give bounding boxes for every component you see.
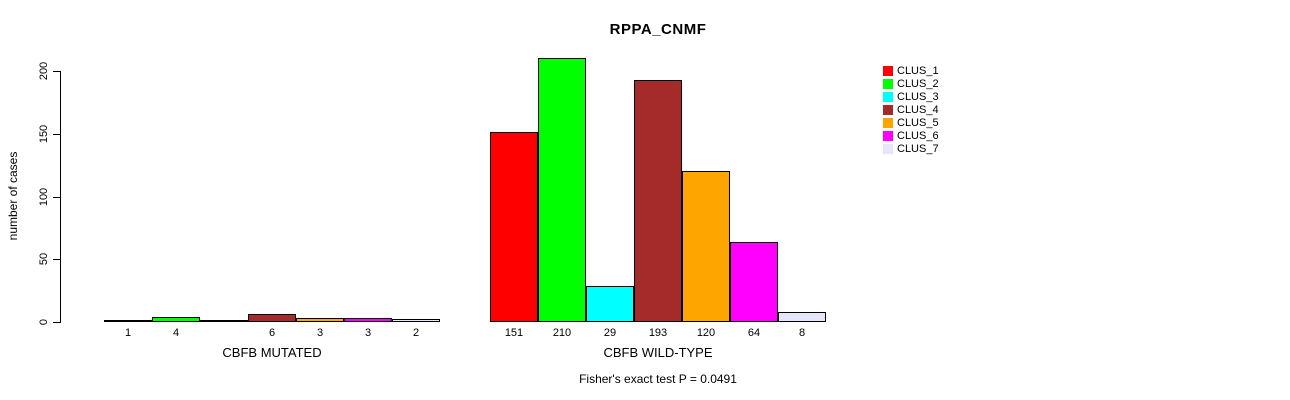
- fisher-test-annotation: Fisher's exact test P = 0.0491: [579, 372, 737, 386]
- y-tick-mark: [53, 259, 60, 260]
- y-tick-mark: [53, 134, 60, 135]
- bar-clus_5: [682, 171, 730, 322]
- legend-label-clus_3: CLUS_3: [897, 91, 939, 103]
- bar-clus_6: [730, 242, 778, 322]
- y-tick-label: 50: [38, 252, 50, 266]
- bar-value-label: 3: [364, 327, 372, 339]
- bar-clus_2: [538, 58, 586, 322]
- y-tick-label: 200: [38, 61, 50, 81]
- legend-swatch-clus_6: [883, 131, 893, 141]
- bar-value-label: 193: [648, 327, 668, 339]
- bar-clus_7: [778, 312, 826, 322]
- y-tick-label: 100: [38, 187, 50, 207]
- bar-value-label: 210: [552, 327, 572, 339]
- bar-clus_3: [586, 286, 634, 322]
- y-axis: [60, 71, 61, 323]
- legend-label-clus_2: CLUS_2: [897, 78, 939, 90]
- legend-swatch-clus_5: [883, 118, 893, 128]
- chart-title: RPPA_CNMF: [609, 21, 707, 38]
- y-tick-label: 150: [38, 124, 50, 144]
- legend-swatch-clus_7: [883, 144, 893, 154]
- bar-value-label: 2: [412, 327, 420, 339]
- bar-value-label: 8: [798, 327, 806, 339]
- bar-clus_1: [104, 320, 152, 322]
- bar-clus_5: [296, 318, 344, 322]
- bar-clus_7: [392, 319, 440, 322]
- bar-value-label: 29: [603, 327, 617, 339]
- legend-label-clus_7: CLUS_7: [897, 143, 939, 155]
- y-tick-mark: [53, 71, 60, 72]
- bar-clus_6: [344, 318, 392, 322]
- bar-clus_1: [490, 132, 538, 322]
- x-axis-group-label-wildtype: CBFB WILD-TYPE: [603, 345, 713, 360]
- legend-label-clus_4: CLUS_4: [897, 104, 939, 116]
- y-tick-label: 0: [38, 318, 50, 326]
- bar-clus_3: [200, 320, 248, 322]
- legend-label-clus_1: CLUS_1: [897, 65, 939, 77]
- y-axis-label: number of cases: [6, 151, 20, 241]
- bar-value-label: 120: [696, 327, 716, 339]
- bar-value-label: 151: [504, 327, 524, 339]
- y-tick-mark: [53, 322, 60, 323]
- legend-label-clus_5: CLUS_5: [897, 117, 939, 129]
- bar-value-label: 6: [268, 327, 276, 339]
- bar-value-label: 64: [747, 327, 761, 339]
- legend-swatch-clus_1: [883, 66, 893, 76]
- legend-swatch-clus_3: [883, 92, 893, 102]
- bar-value-label: 4: [172, 327, 180, 339]
- legend-label-clus_6: CLUS_6: [897, 130, 939, 142]
- y-tick-mark: [53, 197, 60, 198]
- x-axis-group-label-mutated: CBFB MUTATED: [222, 345, 322, 360]
- bar-clus_2: [152, 317, 200, 322]
- legend-swatch-clus_2: [883, 79, 893, 89]
- bar-value-label: 1: [124, 327, 132, 339]
- bar-value-label: 3: [316, 327, 324, 339]
- bar-clus_4: [634, 80, 682, 322]
- legend-swatch-clus_4: [883, 105, 893, 115]
- bar-clus_4: [248, 314, 296, 322]
